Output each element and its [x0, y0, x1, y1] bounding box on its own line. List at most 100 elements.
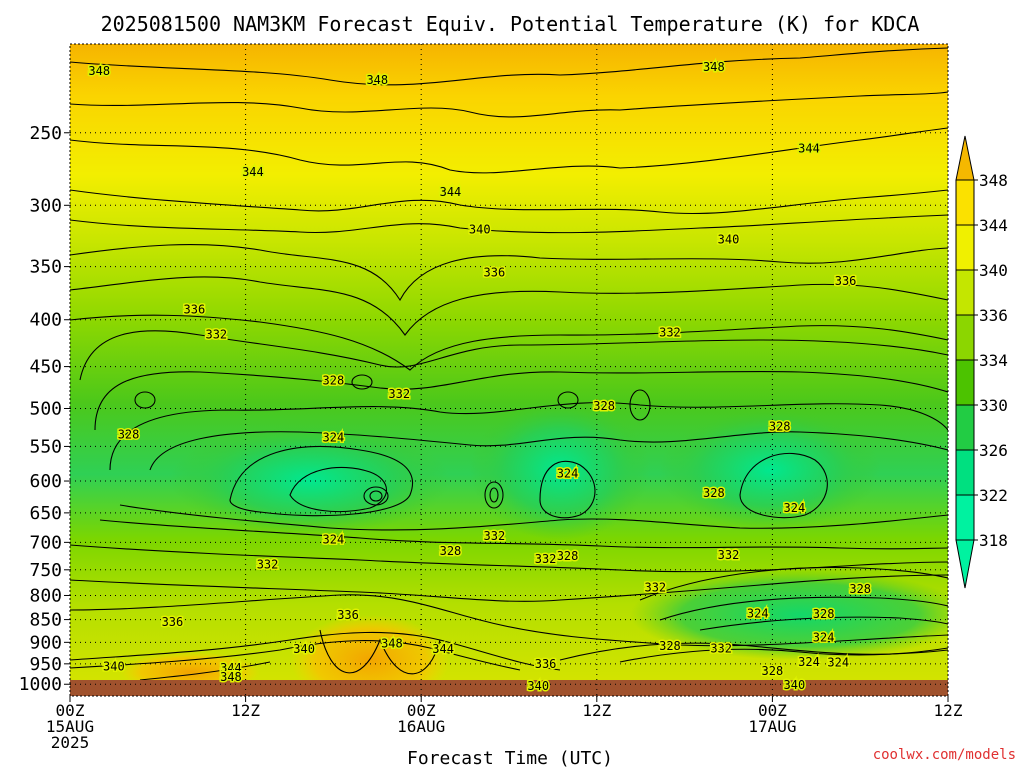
- y-tick-label-6: 550: [29, 436, 62, 457]
- contour-328g: [351, 374, 373, 390]
- y-tick-label-8: 650: [29, 503, 62, 524]
- contour-332: [79, 330, 948, 381]
- colorbar: 348 344 340 336 334 330 326 322 318: [955, 135, 1008, 589]
- contour-label-9: 336: [484, 265, 506, 279]
- y-tick-label-2: 350: [29, 257, 62, 278]
- x-tick-label-5-0: 12Z: [934, 701, 963, 720]
- contour-328e: [629, 389, 651, 421]
- colorbar-top-arrow: [955, 135, 975, 181]
- contour-322b: [699, 616, 948, 631]
- y-tick-label-0: 250: [29, 123, 62, 144]
- contour-label-37: 344: [432, 642, 454, 656]
- contour-328i: [99, 519, 948, 550]
- contour-330: [94, 370, 948, 431]
- y-axis: 2503003504004505005506006507007508008509…: [19, 123, 70, 695]
- contour-324e: [659, 596, 948, 621]
- y-tick-label-11: 800: [29, 585, 62, 606]
- x-tick-label-4-1: 17AUG: [748, 717, 796, 736]
- contour-label-25: 332: [535, 552, 557, 566]
- contour-label-21: 328: [703, 486, 725, 500]
- contour-328f: [134, 391, 156, 409]
- y-tick-label-9: 700: [29, 532, 62, 553]
- contour-label-22: 324: [323, 533, 345, 547]
- colorbar-label-5: 330: [979, 396, 1008, 415]
- contour-label-15: 328: [593, 399, 615, 413]
- contour-label-41: 340: [103, 659, 125, 673]
- colorbar-segment-1: [955, 224, 975, 271]
- colorbar-segment-0: [955, 179, 975, 226]
- contour-324c: [739, 452, 828, 519]
- cool-region-low: [630, 570, 948, 660]
- y-tick-label-10: 750: [29, 560, 62, 581]
- contour-label-26: 328: [557, 549, 579, 563]
- colorbar-label-1: 344: [979, 216, 1008, 235]
- contour-348b: [139, 629, 441, 681]
- plot-area: [70, 44, 948, 696]
- contour-label-23: 332: [484, 529, 506, 543]
- contour-label-35: 340: [293, 642, 315, 656]
- contour-label-33: 324: [747, 606, 769, 620]
- contour-328h: [557, 391, 579, 409]
- x-tick-label-2-0: 00Z: [407, 701, 436, 720]
- contour-label-7: 340: [718, 233, 740, 247]
- contour-346: [70, 91, 948, 118]
- contour-label-0: 348: [88, 64, 110, 78]
- colorbar-segment-2: [955, 269, 975, 316]
- contour-label-28: 332: [257, 557, 279, 571]
- x-tick-label-0-1: 15AUG: [46, 717, 94, 736]
- cool-region-right: [660, 410, 880, 530]
- contour-340b: [70, 631, 561, 671]
- contour-label-24: 328: [440, 544, 462, 558]
- chart-title: 2025081500 NAM3KM Forecast Equiv. Potent…: [101, 12, 920, 36]
- colorbar-segment-3: [955, 314, 975, 361]
- contour-label-6: 340: [469, 223, 491, 237]
- credit-text: coolwx.com/models: [873, 747, 1016, 763]
- y-tick-label-12: 850: [29, 610, 62, 631]
- colorbar-label-4: 334: [979, 351, 1008, 370]
- contour-label-45: 328: [762, 664, 784, 678]
- contour-label-4: 344: [440, 185, 462, 199]
- colorbar-label-3: 336: [979, 306, 1008, 325]
- contour-label-29: 332: [644, 580, 666, 594]
- colorbar-label-0: 348: [979, 171, 1008, 190]
- contour-label-13: 328: [323, 373, 345, 387]
- grid-lines: [70, 44, 948, 696]
- contour-label-16: 328: [769, 419, 791, 433]
- contour-label-12: 332: [659, 325, 681, 339]
- contour-label-39: 332: [710, 641, 732, 655]
- ground-below-surface: [70, 680, 948, 696]
- contour-324b: [539, 460, 596, 519]
- contour-324: [229, 445, 414, 517]
- contour-label-8: 336: [184, 303, 206, 317]
- contour-label-5: 344: [798, 141, 820, 155]
- colorbar-segment-5: [955, 404, 975, 451]
- colorbar-segment-4: [955, 359, 975, 406]
- y-tick-label-4: 450: [29, 357, 62, 378]
- contour-label-18: 324: [323, 431, 345, 445]
- contour-320b: [369, 490, 383, 502]
- contour-344: [70, 127, 948, 174]
- colorbar-label-8: 318: [979, 531, 1008, 550]
- contour-label-31: 336: [162, 615, 184, 629]
- y-tick-label-14: 950: [29, 654, 62, 675]
- contour-320c: [484, 481, 504, 509]
- colorbar-label-2: 340: [979, 261, 1008, 280]
- contour-340: [70, 214, 948, 234]
- contour-label-3: 344: [242, 165, 264, 179]
- contour-label-46: 324: [798, 655, 820, 669]
- colorbar-label-6: 326: [979, 441, 1008, 460]
- contour-label-2: 348: [703, 60, 725, 74]
- contour-336: [70, 276, 948, 336]
- contour-label-1: 348: [366, 73, 388, 87]
- cool-region-left: [170, 425, 450, 535]
- contour-label-20: 324: [784, 501, 806, 515]
- contour-334b: [70, 574, 948, 602]
- contour-label-27: 332: [718, 548, 740, 562]
- contour-326: [149, 431, 948, 471]
- contour-label-42: 344: [220, 661, 242, 675]
- x-tick-label-1-0: 12Z: [231, 701, 260, 720]
- contour-label-10: 336: [835, 274, 857, 288]
- x-tick-label-2-1: 16AUG: [397, 717, 445, 736]
